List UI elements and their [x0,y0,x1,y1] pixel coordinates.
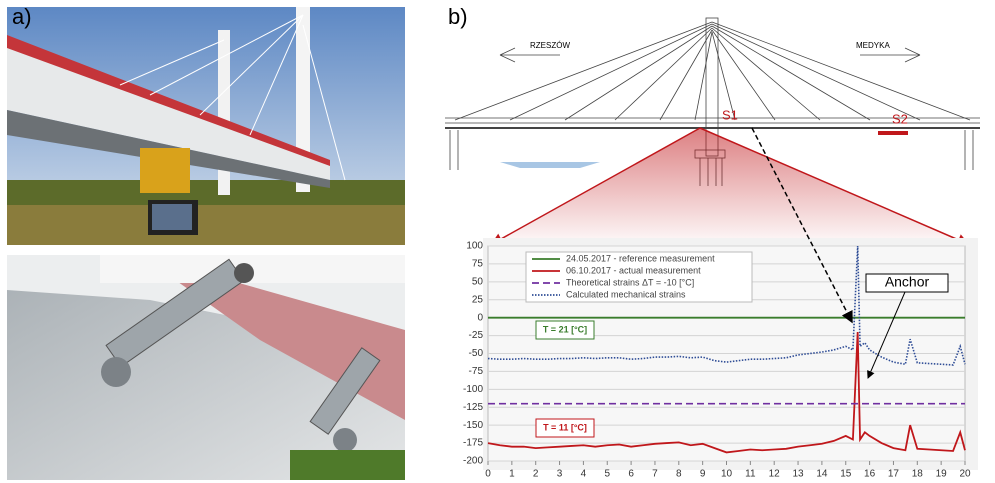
legend-label: 24.05.2017 - reference measurement [566,253,715,263]
x-tick-label: 1 [509,469,515,480]
zoom-fan [490,128,970,245]
x-tick-label: 19 [936,469,948,480]
y-tick-label: 75 [472,259,484,270]
x-tick-label: 8 [676,469,682,480]
x-tick-label: 4 [581,469,587,480]
y-tick-label: -50 [469,348,484,359]
annotation: Anchor [885,274,930,290]
panel-label: b) [448,4,468,29]
y-tick-label: -75 [469,366,484,377]
legend-label: Theoretical strains ΔT = -10 [°C] [566,277,694,287]
panel-label: a) [12,4,32,29]
x-tick-label: 13 [792,469,804,480]
y-tick-label: 50 [472,276,484,287]
page: a) b) RZESZÓW MEDYKA S1 S2 -200 -175 -150 -… [0,0,995,483]
x-tick-label: 18 [912,469,924,480]
y-tick-label: -25 [469,330,484,341]
x-tick-label: 3 [557,469,563,480]
direction-label: RZESZÓW [530,41,570,50]
y-tick-label: -200 [463,456,483,467]
y-tick-label: -100 [463,384,483,395]
x-tick-label: 15 [840,469,852,480]
annotation: T = 11 [°C] [543,422,587,432]
sensor-label: S2 [892,111,908,126]
x-tick-label: 16 [864,469,876,480]
legend-label: Calculated mechanical strains [566,289,686,299]
x-tick-label: 7 [652,469,658,480]
x-tick-label: 5 [604,469,610,480]
x-tick-label: 12 [769,469,781,480]
y-tick-label: -175 [463,438,483,449]
figure: a) b) RZESZÓW MEDYKA S1 S2 -200 -175 -150 -… [0,0,995,483]
x-tick-label: 14 [816,469,828,480]
y-tick-label: 0 [477,312,483,323]
sensor-label: S1 [722,107,738,122]
y-tick-label: 25 [472,294,484,305]
x-tick-label: 2 [533,469,539,480]
x-tick-label: 10 [721,469,733,480]
x-tick-label: 11 [745,469,756,480]
x-tick-label: 9 [700,469,706,480]
x-tick-label: 20 [959,469,971,480]
x-tick-label: 0 [485,469,491,480]
x-tick-label: 17 [888,469,900,480]
x-tick-label: 6 [628,469,634,480]
y-tick-label: 100 [466,241,483,252]
photo-bridge [7,7,405,245]
direction-label: MEDYKA [856,41,890,50]
legend-label: 06.10.2017 - actual measurement [566,265,701,275]
sensor-zone [878,131,908,135]
y-tick-label: -125 [463,402,483,413]
annotation: T = 21 [°C] [543,324,587,334]
y-tick-label: -150 [463,420,483,431]
photo-anchors [7,255,405,480]
